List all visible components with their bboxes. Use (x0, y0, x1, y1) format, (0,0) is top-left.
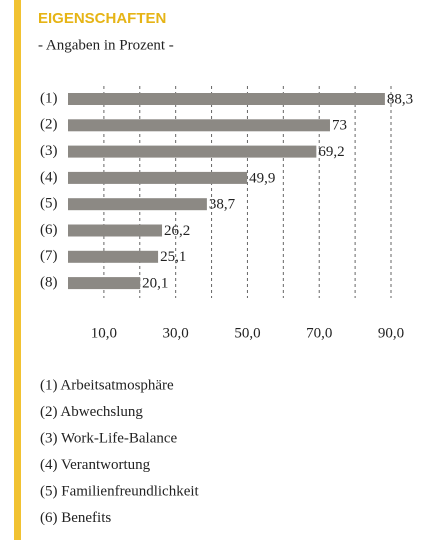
value-label: 26,2 (164, 223, 190, 239)
value-label: 69,2 (318, 144, 344, 160)
category-label: (6) (40, 222, 58, 238)
legend-item: (2) Abwechslung (40, 404, 143, 420)
value-label: 20,1 (142, 276, 168, 292)
bar (68, 277, 141, 290)
legend-item: (4) Verantwortung (40, 457, 151, 473)
chart-title: EIGENSCHAFTEN (38, 10, 166, 27)
bar (68, 198, 207, 211)
value-label: 25,1 (160, 249, 186, 265)
legend-item: (5) Familienfreundlichkeit (40, 483, 200, 499)
bar (68, 119, 330, 132)
x-tick-label: 90,0 (378, 325, 404, 341)
bar (68, 250, 159, 263)
category-label: (4) (40, 169, 58, 185)
legend-item: (6) Benefits (40, 510, 111, 526)
bar (68, 171, 248, 184)
category-label: (2) (40, 117, 58, 133)
x-tick-label: 50,0 (234, 325, 260, 341)
bar (68, 145, 317, 158)
chart-subtitle: - Angaben in Prozent - (38, 37, 174, 53)
category-label: (1) (40, 90, 58, 106)
legend-item: (3) Work-Life-Balance (40, 430, 178, 446)
accent-bar (14, 0, 21, 540)
value-label: 88,3 (387, 91, 413, 107)
category-label: (8) (40, 275, 58, 291)
value-label: 73 (332, 118, 347, 134)
legend-item: (1) Arbeitsatmosphäre (40, 377, 174, 393)
category-label: (7) (40, 248, 58, 264)
bar (68, 93, 385, 105)
x-tick-label: 70,0 (306, 325, 332, 341)
x-tick-label: 30,0 (163, 325, 189, 341)
bar (68, 224, 163, 237)
category-label: (5) (40, 196, 58, 212)
category-label: (3) (40, 143, 58, 159)
value-label: 49,9 (249, 170, 275, 186)
x-tick-label: 10,0 (91, 325, 117, 341)
value-label: 38,7 (209, 197, 236, 213)
